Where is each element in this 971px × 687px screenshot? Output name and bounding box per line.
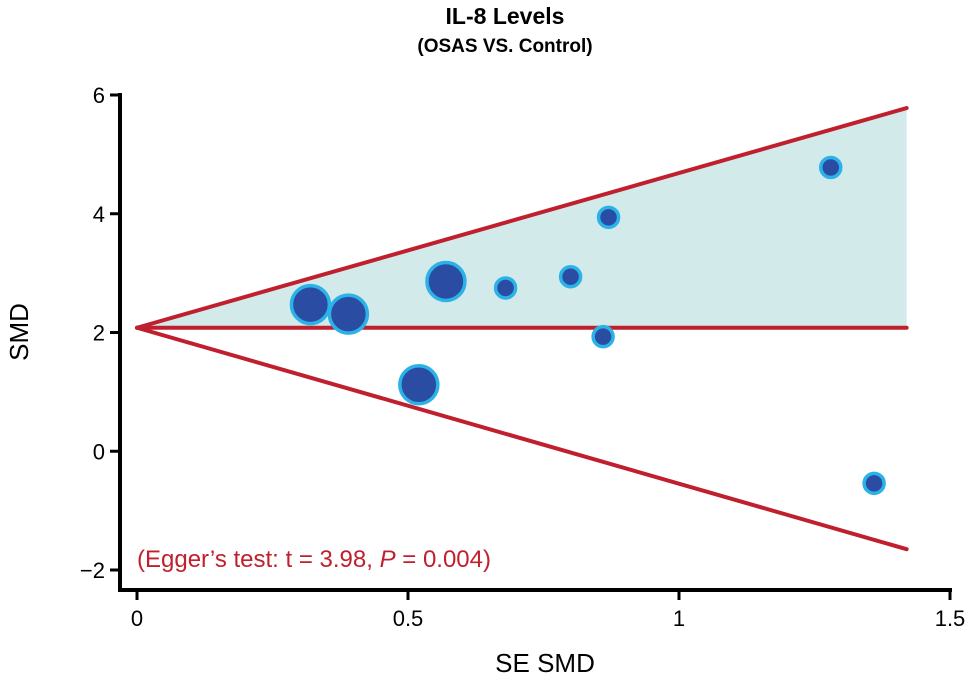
- study-point-4: [425, 260, 467, 303]
- y-tick-label: 6: [93, 83, 105, 108]
- y-tick-label: 4: [93, 202, 105, 227]
- y-tick-label: 2: [93, 321, 105, 346]
- x-axis-label: SE SMD: [495, 648, 595, 678]
- study-point-10: [862, 471, 886, 496]
- study-point-6: [558, 264, 583, 289]
- study-points: [289, 155, 886, 496]
- egger-test-annotation: (Egger’s test: t = 3.98, P = 0.004): [137, 546, 491, 573]
- x-axis-ticks: 0 0.5 1 1.5: [131, 590, 965, 631]
- egger-annotation-prefix: (Egger’s test: t = 3.98,: [137, 546, 380, 573]
- x-tick-label: 0.5: [393, 606, 424, 631]
- chart-title: IL-8 Levels: [446, 3, 565, 29]
- funnel-lower-line: [135, 325, 909, 552]
- y-tick-label: 0: [93, 439, 105, 464]
- x-tick-label: 1.5: [935, 606, 966, 631]
- egger-annotation-p: P: [380, 546, 396, 573]
- funnel-upper-line: [135, 106, 909, 330]
- y-tick-label: −2: [80, 558, 105, 583]
- study-point-1: [289, 283, 332, 326]
- y-axis-ticks: −2 0 2 4 6: [80, 83, 120, 583]
- x-tick-label: 1: [673, 606, 685, 631]
- study-point-2: [327, 293, 370, 335]
- study-point-7: [591, 324, 615, 349]
- egger-annotation-suffix: = 0.004): [396, 546, 491, 573]
- study-point-9: [819, 155, 843, 180]
- chart-subtitle: (OSAS VS. Control): [417, 36, 592, 57]
- study-point-5: [493, 276, 518, 300]
- x-tick-label: 0: [131, 606, 143, 631]
- y-axis-label: SMD: [4, 303, 34, 361]
- study-point-8: [596, 205, 621, 230]
- study-point-3: [398, 364, 440, 406]
